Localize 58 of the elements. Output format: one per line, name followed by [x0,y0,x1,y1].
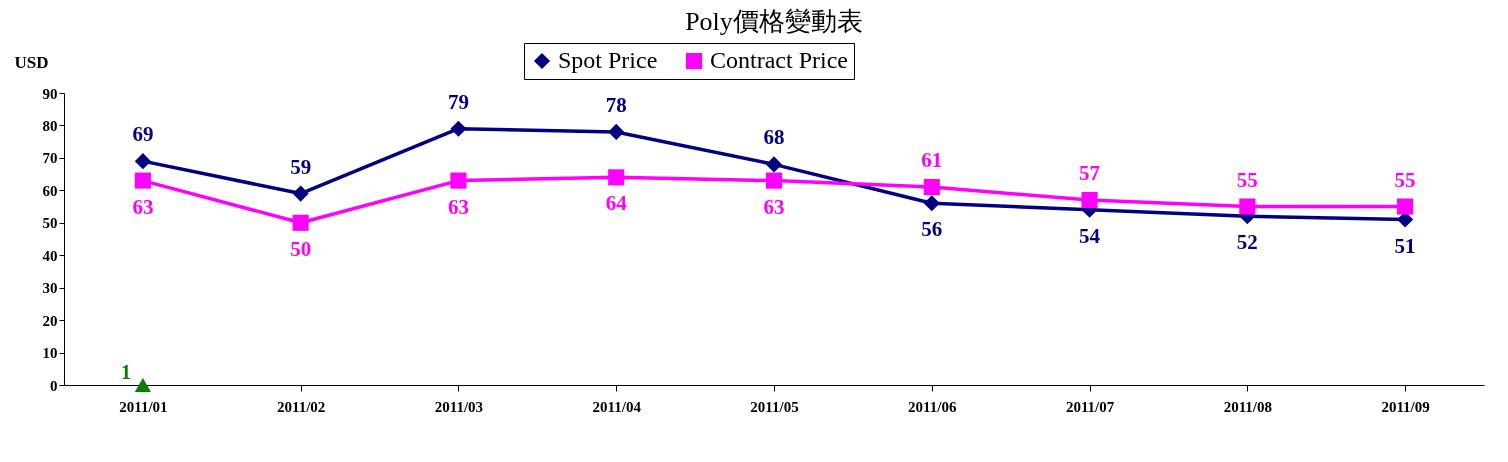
y-tick-label: 50 [42,215,58,232]
data-label: 51 [1394,233,1416,258]
y-tick-label: 90 [42,85,58,102]
point [608,169,625,186]
x-tick-label: 2011/02 [276,398,326,415]
x-tick-label: 2011/08 [1223,398,1273,415]
point [134,172,151,189]
data-label: 79 [447,89,469,114]
data-label: 59 [290,154,312,179]
y-tick-label: 10 [42,345,58,362]
data-label: 50 [290,236,312,261]
point [450,172,467,189]
chart-title: Poly價格變動表 [685,6,863,36]
point [923,179,940,196]
point [765,156,783,173]
data-label: 64 [605,191,628,216]
data-label: 52 [1236,230,1258,255]
y-tick-label: 60 [42,182,58,199]
data-label: 56 [921,217,943,242]
y-tick-label: 40 [42,247,58,264]
legend-label: Spot Price [558,47,658,73]
y-axis-title: USD [14,52,49,72]
point [450,120,467,137]
point [292,214,309,231]
data-label: 69 [132,122,154,147]
point [1397,198,1414,215]
data-label: 55 [1236,167,1258,192]
y-tick-label: 20 [42,312,58,329]
x-tick-label: 2011/04 [592,398,642,415]
point [1239,198,1256,215]
point [608,123,625,140]
point [923,195,940,212]
y-tick-label: 70 [42,150,58,167]
y-tick-label: 0 [50,377,58,394]
data-label: 54 [1079,223,1101,248]
data-label: 57 [1079,161,1101,186]
x-tick-label: 2011/09 [1381,398,1430,415]
data-label: 63 [447,194,469,219]
data-label: 78 [605,92,627,117]
x-tick-label: 2011/03 [434,398,484,415]
legend-label: Contract Price [710,47,848,73]
y-tick-label: 80 [42,117,58,134]
x-tick-label: 2011/07 [1065,398,1115,415]
point [765,172,783,189]
point [134,153,151,170]
x-tick-label: 2011/05 [750,398,799,415]
data-label: 63 [763,194,785,219]
data-label: 63 [132,194,154,219]
point [1081,192,1098,209]
data-label: 55 [1394,167,1416,192]
point [292,185,309,202]
data-label: 68 [763,125,785,150]
point [134,378,151,392]
x-tick-label: 2011/01 [119,398,168,415]
data-label: 61 [921,148,943,173]
y-tick-label: 30 [42,280,58,297]
annotation: 1 [120,361,131,383]
x-tick-label: 2011/06 [908,398,957,415]
